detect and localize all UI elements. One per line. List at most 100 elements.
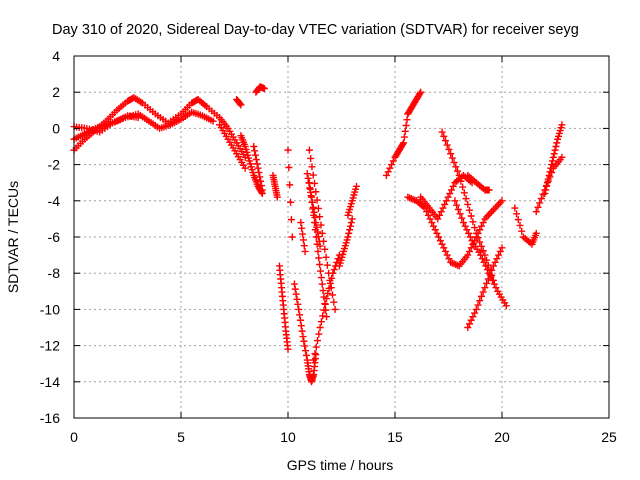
data-point — [298, 327, 306, 335]
data-point — [434, 215, 442, 223]
data-point — [483, 266, 491, 274]
data-point — [534, 203, 542, 211]
data-point — [549, 153, 557, 161]
data-point — [441, 200, 449, 208]
data-point — [241, 164, 249, 172]
data-point — [401, 127, 409, 135]
data-point — [471, 309, 479, 317]
data-point — [502, 302, 510, 310]
data-point — [260, 85, 268, 93]
data-point — [453, 201, 461, 209]
data-point — [311, 213, 319, 221]
data-point — [464, 324, 472, 331]
data-point — [553, 139, 561, 147]
data-point — [304, 174, 312, 182]
data-point — [438, 240, 446, 248]
data-point — [314, 247, 322, 255]
x-tick-label: 10 — [280, 429, 296, 445]
chart-title: Day 310 of 2020, Sidereal Day-to-day VTE… — [52, 22, 579, 38]
data-point — [442, 197, 450, 205]
data-point — [466, 233, 474, 241]
data-point — [317, 318, 325, 326]
data-point — [498, 197, 506, 205]
grid-lines — [74, 56, 609, 418]
data-point — [317, 267, 325, 275]
data-point — [493, 255, 501, 263]
data-point — [346, 222, 354, 230]
y-tick-label: 0 — [52, 120, 60, 136]
data-point — [514, 216, 522, 224]
data-point — [300, 337, 308, 345]
data-point — [477, 242, 485, 250]
data-point — [452, 163, 460, 171]
data-point — [329, 291, 337, 299]
data-point — [489, 262, 497, 270]
data-point — [469, 313, 477, 321]
data-point — [467, 244, 475, 252]
data-point — [317, 221, 325, 229]
data-point — [444, 193, 452, 201]
data-point — [458, 214, 466, 222]
data-point — [532, 208, 540, 216]
data-point — [286, 181, 294, 189]
data-point — [518, 227, 526, 235]
data-point — [536, 199, 544, 207]
data-point — [479, 219, 487, 227]
y-axis-ticks: 4 2 0 -2 -4 -6 -8 -10 -12 -14 -16 — [40, 48, 609, 426]
data-point — [467, 212, 475, 220]
data-point — [426, 215, 434, 223]
data-point — [460, 189, 468, 197]
data-point — [296, 311, 304, 319]
data-point — [446, 190, 454, 198]
data-point — [384, 168, 392, 176]
data-point — [388, 161, 396, 169]
x-tick-label: 5 — [177, 429, 185, 445]
data-point — [417, 88, 425, 96]
data-point — [436, 211, 444, 219]
data-point — [295, 305, 303, 313]
data-point — [399, 140, 407, 148]
data-point — [433, 229, 441, 237]
data-point — [306, 184, 314, 192]
data-point — [326, 279, 334, 287]
data-point — [347, 219, 355, 227]
data-point — [463, 226, 471, 234]
data-point — [324, 289, 332, 297]
data-point — [318, 280, 326, 288]
data-point — [537, 195, 545, 203]
data-point — [316, 213, 324, 221]
data-point — [321, 245, 329, 253]
data-point — [400, 139, 408, 147]
data-point — [482, 262, 490, 270]
data-point — [495, 251, 503, 259]
data-point — [312, 219, 320, 227]
data-point — [443, 251, 451, 259]
data-point — [284, 146, 292, 154]
data-point — [496, 247, 504, 255]
data-point — [292, 290, 300, 298]
x-tick-label: 15 — [387, 429, 403, 445]
data-point — [308, 193, 316, 201]
data-point — [445, 255, 453, 263]
data-point — [315, 254, 323, 262]
y-tick-label: 4 — [52, 48, 60, 64]
data-point — [315, 330, 323, 338]
data-point — [314, 228, 322, 236]
data-point — [316, 242, 324, 250]
data-point — [251, 147, 259, 155]
data-point — [465, 320, 473, 328]
data-point — [459, 183, 467, 191]
data-point — [551, 146, 559, 154]
data-point — [443, 141, 451, 149]
data-point — [403, 116, 411, 124]
data-point — [293, 295, 301, 303]
data-point — [315, 237, 323, 245]
data-point — [511, 204, 519, 212]
data-point — [479, 288, 487, 296]
data-point — [492, 284, 500, 292]
x-axis-label: GPS time / hours — [287, 457, 394, 473]
data-point — [549, 157, 557, 165]
y-tick-label: 2 — [52, 84, 60, 100]
data-point — [483, 279, 491, 287]
data-point — [345, 229, 353, 237]
